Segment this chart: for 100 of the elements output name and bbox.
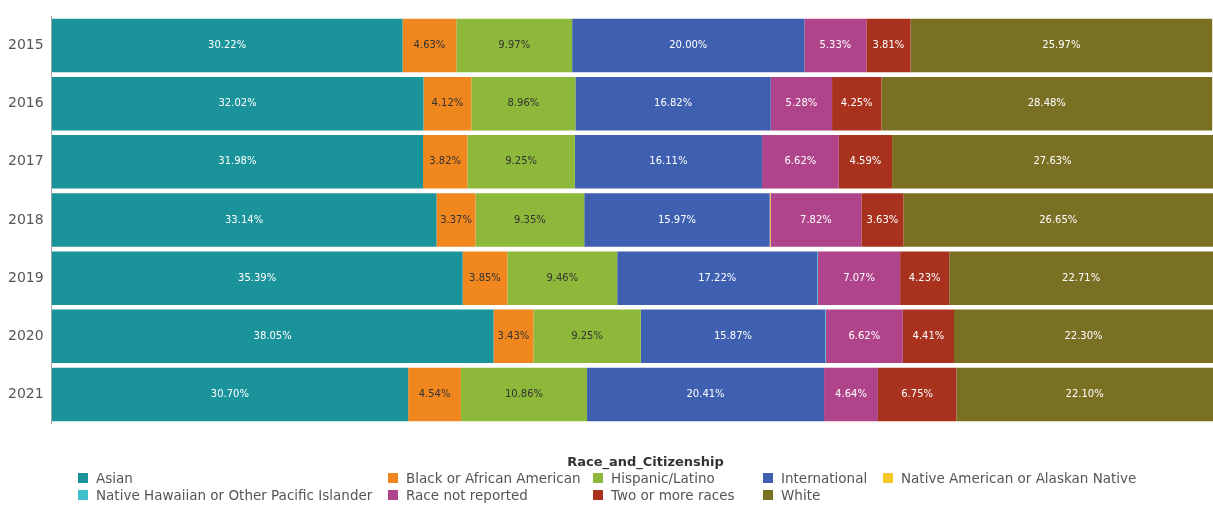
bar	[475, 193, 585, 247]
bar	[617, 251, 818, 305]
bar	[892, 135, 1213, 189]
legend-title: Race_and_Citizenship	[566, 454, 725, 469]
y-tick-label: 2019	[7, 268, 44, 285]
data-label: 27.63%	[1033, 155, 1072, 167]
data-label: 16.11%	[649, 155, 688, 167]
data-label: 20.00%	[669, 39, 708, 51]
data-label: 38.05%	[253, 329, 292, 341]
data-label: 7.07%	[843, 271, 875, 283]
data-label: 33.14%	[225, 213, 264, 225]
bar	[460, 367, 588, 422]
bar	[471, 76, 576, 131]
bar	[423, 76, 472, 131]
bar	[493, 309, 534, 364]
data-label: 6.62%	[784, 155, 817, 167]
bar	[51, 367, 409, 422]
data-label: 6.62%	[848, 329, 881, 341]
bar	[51, 251, 463, 305]
bar	[456, 18, 573, 73]
data-label: 10.86%	[504, 388, 544, 400]
bar	[423, 135, 468, 189]
bar	[402, 18, 457, 73]
data-label: 3.82%	[429, 155, 462, 167]
bar	[436, 193, 476, 247]
y-tick-label: 2017	[7, 152, 44, 169]
bar	[838, 135, 893, 189]
data-label: 7.82%	[800, 213, 832, 225]
data-label: 4.23%	[908, 271, 941, 283]
data-label: 6.75%	[901, 388, 934, 400]
legend-label: Asian	[96, 470, 133, 486]
data-label: 8.96%	[507, 97, 540, 109]
legend-label: White	[781, 487, 821, 503]
data-label: 4.63%	[413, 39, 446, 51]
data-label: 32.02%	[218, 97, 257, 109]
data-label: 16.82%	[654, 97, 693, 109]
data-label: 4.25%	[840, 97, 873, 109]
bar	[408, 367, 461, 422]
bar	[572, 18, 805, 73]
bar	[533, 309, 641, 364]
bar	[903, 193, 1213, 247]
data-label: 9.46%	[546, 271, 579, 283]
data-label: 28.48%	[1027, 97, 1066, 109]
data-label: 26.65%	[1039, 213, 1078, 225]
y-tick-label: 2015	[7, 36, 44, 53]
bar	[51, 309, 494, 364]
bar	[949, 251, 1213, 305]
data-label: 3.43%	[497, 329, 530, 341]
data-label: 31.98%	[218, 155, 257, 167]
data-label: 3.63%	[866, 213, 899, 225]
bar	[462, 251, 508, 305]
data-label: 17.22%	[698, 271, 737, 283]
data-label: 15.97%	[657, 213, 697, 225]
bar	[832, 76, 882, 131]
data-label: 9.25%	[505, 155, 537, 167]
bar	[910, 18, 1213, 73]
data-label: 35.39%	[238, 271, 277, 283]
data-label: 15.87%	[713, 329, 753, 341]
data-label: 30.22%	[208, 39, 247, 51]
legend-label: Two or more races	[611, 487, 735, 503]
data-label: 3.85%	[469, 271, 501, 283]
bar	[881, 76, 1213, 131]
legend-label: Native Hawaiian or Other Pacific Islander	[96, 487, 373, 503]
bar	[902, 309, 955, 364]
legend-label: International	[781, 470, 868, 486]
legend-label: Native American or Alaskan Native	[901, 470, 1137, 486]
bar	[507, 251, 618, 305]
bar	[587, 367, 825, 422]
bar	[51, 135, 424, 189]
bar	[761, 135, 839, 189]
bar	[574, 135, 762, 189]
bar	[818, 251, 901, 305]
data-label: 9.25%	[571, 329, 603, 341]
bar	[877, 367, 957, 422]
data-label: 3.81%	[872, 39, 905, 51]
data-label: 30.70%	[210, 388, 249, 400]
data-label: 5.33%	[819, 39, 852, 51]
bar	[770, 193, 862, 247]
data-label: 25.97%	[1042, 39, 1081, 51]
data-label: 9.35%	[514, 213, 546, 225]
legend-label: Hispanic/Latino	[611, 470, 715, 486]
bar	[804, 18, 867, 73]
data-label: 4.41%	[912, 329, 945, 341]
data-label: 22.30%	[1064, 329, 1103, 341]
bar	[900, 251, 950, 305]
bar	[467, 135, 575, 189]
data-label: 4.12%	[431, 97, 464, 109]
data-label: 5.28%	[785, 97, 818, 109]
y-tick-label: 2016	[7, 94, 44, 111]
data-label: 22.10%	[1065, 388, 1104, 400]
y-tick-label: 2020	[7, 326, 44, 343]
bar	[866, 18, 911, 73]
bar	[51, 76, 424, 131]
bar	[770, 76, 833, 131]
y-tick-label: 2018	[7, 210, 44, 227]
data-label: 20.41%	[686, 388, 725, 400]
data-label: 22.71%	[1062, 271, 1101, 283]
bar	[51, 18, 403, 73]
y-tick-label: 2021	[7, 385, 44, 402]
data-label: 4.59%	[849, 155, 882, 167]
